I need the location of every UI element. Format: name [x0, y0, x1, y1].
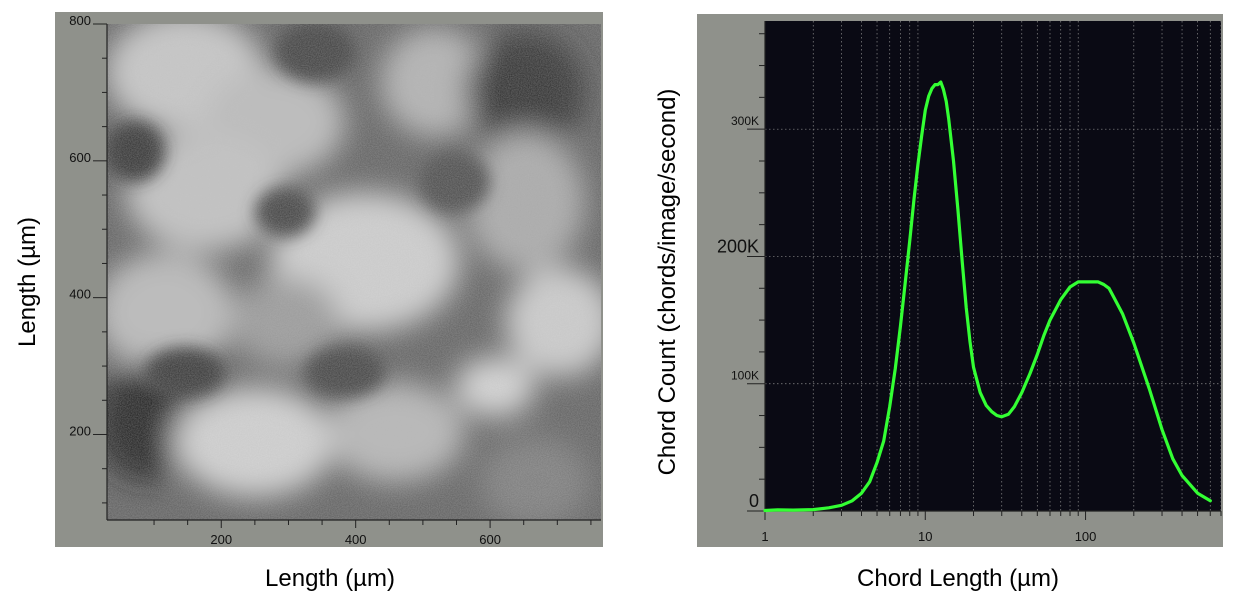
data-point — [1007, 413, 1009, 415]
data-point — [792, 509, 794, 511]
data-point — [969, 341, 971, 343]
y-tick-label: 0 — [749, 491, 759, 511]
x-tick-label: 100 — [1075, 529, 1097, 544]
x-tick-label: 10 — [918, 529, 932, 544]
data-point — [1036, 353, 1038, 356]
data-point — [894, 367, 896, 370]
right-x-axis-title: Chord Length (µm) — [857, 565, 1059, 592]
data-point — [1085, 281, 1087, 283]
data-point — [883, 440, 885, 442]
y-tick-label: 300K — [731, 114, 759, 128]
data-point — [1069, 286, 1071, 288]
data-point — [961, 260, 963, 263]
data-point — [1021, 392, 1023, 394]
left-y-tick-label: 800 — [69, 13, 91, 28]
data-point — [921, 134, 923, 137]
data-point — [934, 84, 936, 86]
data-point — [812, 509, 814, 511]
chord-axes: 1 10 100 0 100K 200K 300K — [717, 21, 1222, 544]
data-point — [940, 81, 942, 83]
data-point — [860, 492, 863, 494]
data-point — [985, 404, 987, 406]
micrograph-chart: 200 400 600 200 400 600 800 — [69, 13, 601, 547]
data-point — [913, 198, 915, 200]
data-point — [1043, 334, 1045, 336]
data-point — [937, 84, 939, 86]
data-point — [828, 507, 830, 509]
data-point — [1091, 281, 1093, 283]
data-point — [764, 509, 766, 512]
left-x-axis-title: Length (µm) — [265, 565, 395, 592]
chord-chart-panel: 1 10 100 0 100K 200K 300K — [697, 14, 1223, 547]
data-point — [1029, 372, 1031, 375]
y-tick-label: 100K — [731, 369, 759, 383]
right-y-axis-title: Chord Count (chords/image/second) — [654, 88, 681, 476]
data-point — [851, 500, 853, 502]
data-point — [1001, 416, 1003, 418]
data-point — [1103, 283, 1105, 286]
data-point — [889, 406, 891, 408]
left-y-tick-label: 400 — [69, 287, 91, 302]
data-point — [945, 100, 947, 102]
data-point — [1121, 313, 1124, 315]
left-x-tick-label: 400 — [345, 532, 367, 547]
data-point — [917, 164, 919, 166]
data-point — [1013, 406, 1015, 408]
data-point — [928, 95, 930, 97]
left-x-tick-label: 600 — [479, 532, 501, 547]
grid-lines — [765, 21, 1222, 511]
data-point — [965, 306, 967, 308]
left-y-axis-title: Length (µm) — [14, 217, 41, 347]
data-point — [1108, 287, 1110, 289]
micrograph-axes: 200 400 600 200 400 600 800 — [69, 13, 601, 547]
data-point — [1077, 281, 1079, 283]
data-point — [991, 411, 993, 413]
data-point — [777, 509, 779, 511]
data-point — [957, 210, 959, 212]
data-point — [840, 504, 843, 506]
micrograph-panel: 200 400 600 200 400 600 800 — [55, 12, 603, 547]
data-point — [952, 160, 955, 162]
micrograph-image — [107, 24, 601, 520]
data-point — [996, 414, 998, 417]
series-layer — [763, 80, 1212, 513]
data-point — [904, 281, 906, 283]
plot-area — [765, 21, 1221, 511]
data-point — [1113, 296, 1115, 298]
left-y-tick-label: 600 — [69, 150, 91, 165]
data-point — [909, 240, 911, 242]
data-point — [979, 392, 981, 394]
left-y-tick-label: 200 — [69, 423, 91, 438]
data-point — [924, 109, 926, 111]
data-point — [1161, 428, 1163, 431]
data-point — [931, 87, 933, 90]
data-point — [1181, 474, 1183, 476]
data-point — [948, 118, 950, 120]
y-tick-label: 200K — [717, 236, 759, 256]
data-point — [1133, 342, 1135, 344]
x-tick-label: 1 — [761, 529, 768, 544]
left-x-tick-label: 200 — [210, 532, 232, 547]
data-point — [1060, 299, 1062, 301]
data-point — [899, 325, 901, 328]
data-point — [1148, 388, 1150, 390]
data-point — [876, 462, 878, 464]
chord-length-chart: 1 10 100 0 100K 200K 300K — [717, 21, 1222, 544]
data-point — [942, 89, 945, 91]
data-point — [972, 366, 975, 368]
data-point — [869, 481, 871, 483]
data-point — [1209, 500, 1211, 502]
data-point — [1197, 492, 1199, 494]
data-point — [1172, 458, 1174, 460]
data-point — [1097, 281, 1099, 283]
data-point — [1049, 319, 1051, 321]
